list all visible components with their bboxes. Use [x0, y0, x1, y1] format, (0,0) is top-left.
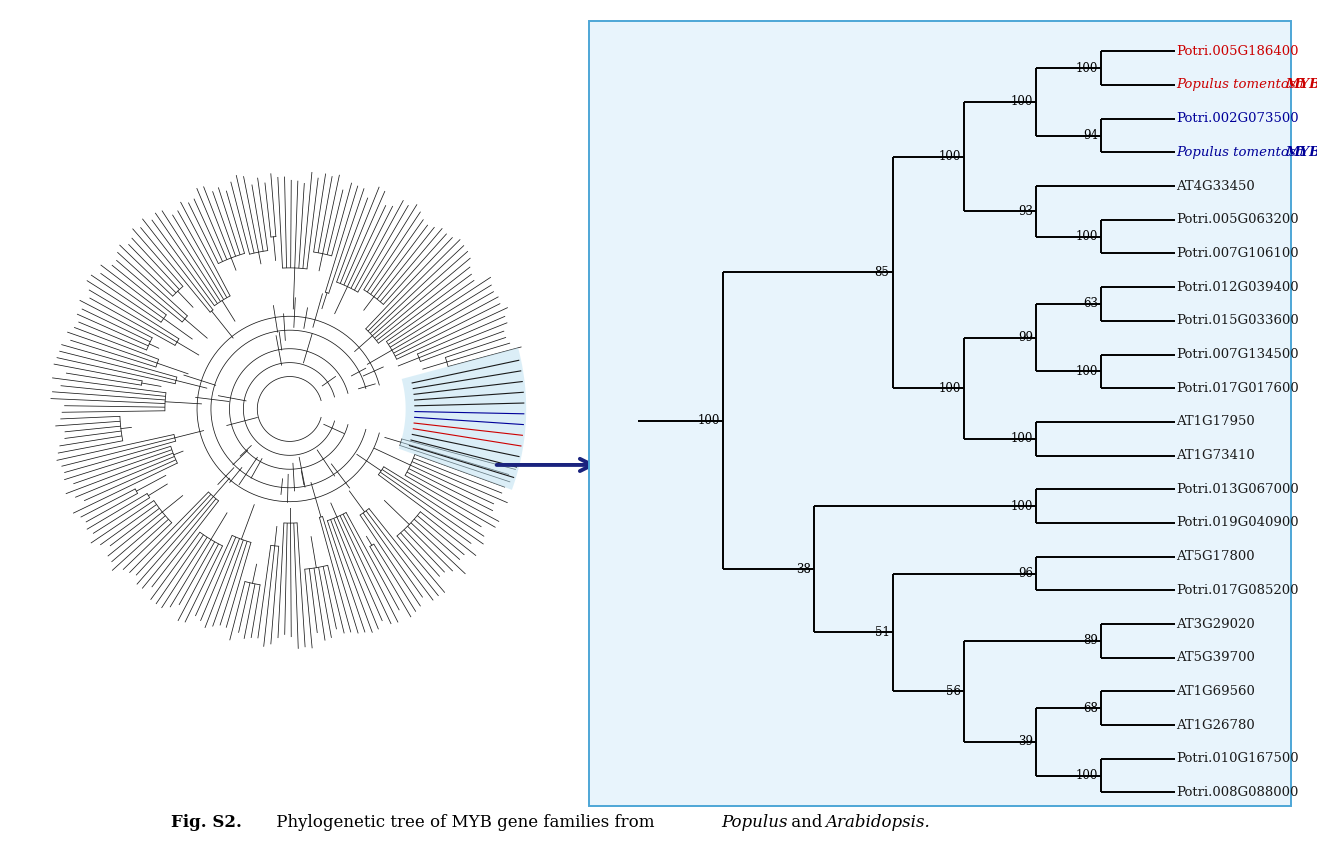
Text: AT4G33450: AT4G33450	[1176, 180, 1255, 193]
Text: Potri.017G017600: Potri.017G017600	[1176, 381, 1300, 394]
Text: and: and	[786, 814, 828, 831]
Text: MYB158: MYB158	[1285, 78, 1317, 91]
Text: 100: 100	[1010, 432, 1033, 445]
Text: 85: 85	[874, 266, 889, 279]
Text: AT1G17950: AT1G17950	[1176, 415, 1255, 429]
Text: Populus tomentosa: Populus tomentosa	[1176, 78, 1308, 91]
Text: Potri.005G063200: Potri.005G063200	[1176, 214, 1299, 226]
Polygon shape	[399, 348, 527, 490]
Text: 100: 100	[1010, 499, 1033, 512]
Text: 100: 100	[1010, 96, 1033, 108]
Text: 99: 99	[1018, 331, 1033, 344]
Text: Potri.017G085200: Potri.017G085200	[1176, 584, 1299, 597]
Text: 89: 89	[1084, 635, 1098, 647]
Text: AT1G69560: AT1G69560	[1176, 684, 1255, 698]
Text: 63: 63	[1083, 297, 1098, 311]
Text: 51: 51	[874, 626, 889, 639]
Text: 39: 39	[1018, 735, 1033, 748]
Text: AT5G39700: AT5G39700	[1176, 651, 1255, 664]
Text: Potri.010G167500: Potri.010G167500	[1176, 753, 1299, 765]
Text: Potri.015G033600: Potri.015G033600	[1176, 314, 1300, 327]
Text: Potri.013G067000: Potri.013G067000	[1176, 483, 1300, 496]
Text: 100: 100	[1076, 769, 1098, 782]
Text: Populus tomentosa: Populus tomentosa	[1176, 146, 1308, 159]
Text: AT1G26780: AT1G26780	[1176, 719, 1255, 732]
Text: MYB189: MYB189	[1285, 146, 1317, 159]
Text: 96: 96	[1018, 567, 1033, 580]
Text: Phylogenetic tree of MYB gene families from: Phylogenetic tree of MYB gene families f…	[271, 814, 660, 831]
Text: 56: 56	[946, 684, 961, 698]
Text: 94: 94	[1083, 129, 1098, 142]
Text: 68: 68	[1084, 702, 1098, 715]
Text: 93: 93	[1018, 205, 1033, 218]
Text: 100: 100	[1076, 62, 1098, 75]
Text: AT3G29020: AT3G29020	[1176, 617, 1255, 630]
Text: Potri.008G088000: Potri.008G088000	[1176, 786, 1299, 799]
Text: 100: 100	[1076, 365, 1098, 378]
Text: Populus: Populus	[722, 814, 788, 831]
Text: Potri.019G040900: Potri.019G040900	[1176, 517, 1299, 530]
FancyBboxPatch shape	[589, 21, 1291, 806]
Text: 38: 38	[797, 563, 811, 576]
Text: 100: 100	[698, 414, 720, 427]
Text: Fig. S2.: Fig. S2.	[171, 814, 242, 831]
Text: Potri.005G186400: Potri.005G186400	[1176, 45, 1299, 58]
Text: Potri.007G134500: Potri.007G134500	[1176, 348, 1299, 361]
Text: 100: 100	[939, 150, 961, 163]
Text: 100: 100	[1076, 230, 1098, 243]
Text: 100: 100	[939, 381, 961, 394]
Text: AT1G73410: AT1G73410	[1176, 449, 1255, 462]
Text: Arabidopsis.: Arabidopsis.	[826, 814, 931, 831]
Text: AT5G17800: AT5G17800	[1176, 550, 1255, 563]
Text: Potri.002G073500: Potri.002G073500	[1176, 112, 1299, 125]
Text: Potri.007G106100: Potri.007G106100	[1176, 247, 1299, 260]
Text: Potri.012G039400: Potri.012G039400	[1176, 281, 1299, 294]
